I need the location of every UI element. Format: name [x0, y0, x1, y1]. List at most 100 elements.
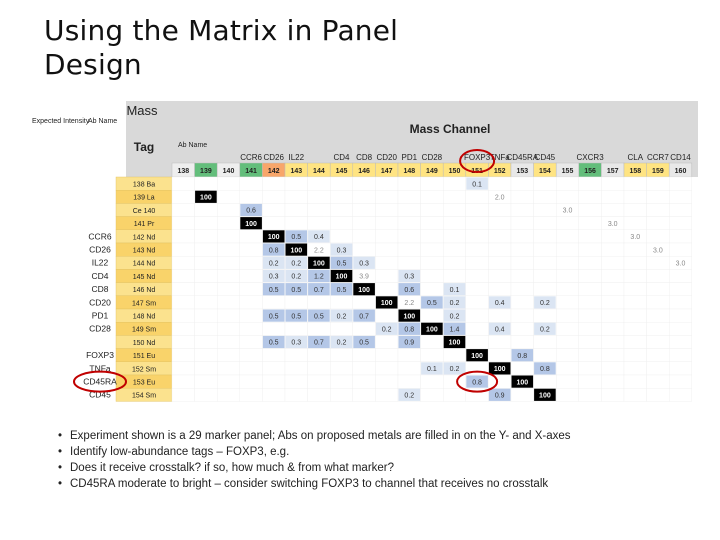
grid-cell	[465, 308, 489, 323]
grid-cell	[330, 388, 354, 402]
grid-cell	[578, 189, 602, 204]
grid-cell	[510, 321, 534, 336]
matrix-value-label: 0.3	[291, 340, 301, 347]
grid-cell	[578, 176, 602, 191]
matrix-value-cell	[534, 362, 556, 375]
grid-cell	[556, 229, 580, 244]
grid-cell	[420, 255, 444, 270]
grid-cell	[420, 203, 444, 217]
tag-label-cell: 151 Eu	[133, 353, 155, 360]
grid-cell	[284, 216, 308, 230]
grid-cell	[623, 216, 647, 230]
row-antibody-label: IL22	[92, 258, 109, 268]
grid-cell	[171, 216, 195, 230]
matrix-value-cell	[398, 309, 421, 322]
grid-cell	[646, 348, 670, 363]
row-antibody-label: CD26	[89, 245, 111, 255]
slide-title: Using the Matrix in Panel Design	[44, 14, 398, 82]
grid-cell	[397, 348, 421, 363]
row-antibody-label: CD28	[89, 324, 111, 334]
grid-cell	[375, 388, 399, 402]
matrix-value-cell	[488, 296, 511, 309]
grid-cell	[307, 203, 331, 217]
grid-cell	[239, 348, 263, 363]
row-antibody-label: FOXP3	[86, 350, 114, 360]
grid-cell	[510, 388, 534, 402]
matrix-value-cell	[398, 283, 421, 296]
grid-cell	[420, 269, 444, 283]
matrix-value-label: 0.5	[427, 300, 437, 307]
grid-cell	[352, 216, 376, 230]
matrix-value-cell	[262, 230, 285, 243]
grid-cell	[578, 203, 602, 217]
expected-intensity-label: Expected Intensity	[32, 118, 90, 125]
grid-cell	[239, 335, 263, 349]
row-antibody-label: TNFa	[89, 363, 111, 373]
grid-cell	[239, 295, 263, 310]
grid-cell	[375, 203, 399, 217]
grid-cell	[194, 348, 218, 363]
tag-label-cell: 152 Sm	[132, 366, 156, 373]
matrix-value-label: 100	[449, 340, 461, 347]
matrix-value-label: 0.4	[314, 234, 324, 241]
matrix-value-label: 0.8	[517, 353, 527, 360]
grid-cell	[171, 242, 195, 257]
grid-cell	[556, 335, 580, 349]
matrix-value-cell	[330, 256, 353, 269]
matrix-value-cell	[375, 322, 398, 335]
grid-cell	[420, 308, 444, 323]
grid-cell	[578, 361, 602, 376]
grid-cell	[510, 282, 534, 297]
grid-cell	[646, 176, 670, 191]
grid-cell	[262, 176, 286, 191]
grid-cell	[330, 203, 354, 217]
matrix-value-cell	[262, 309, 285, 322]
row-antibody-label: CD4	[91, 271, 108, 281]
grid-cell	[443, 374, 467, 389]
matrix-value-cell	[511, 349, 534, 362]
tag-label-cell: 144 Nd	[133, 261, 156, 268]
grid-cell	[375, 374, 399, 389]
col-antibody-label: CD4	[333, 153, 350, 162]
grid-cell	[646, 189, 670, 204]
grid-cell	[488, 335, 512, 349]
grid-cell	[239, 361, 263, 376]
grid-cell	[510, 189, 534, 204]
grid-cell	[623, 189, 647, 204]
grid-cell	[646, 295, 670, 310]
matrix-value-cell	[262, 243, 285, 256]
grid-cell	[578, 269, 602, 283]
mass-header-label: 145	[336, 168, 348, 175]
grid-cell	[646, 203, 670, 217]
grid-cell	[510, 295, 534, 310]
grid-cell	[239, 374, 263, 389]
grid-cell	[623, 176, 647, 191]
grid-cell	[194, 388, 218, 402]
grid-cell	[623, 374, 647, 389]
mass-header-label: 159	[652, 168, 664, 175]
matrix-value-label: 0.5	[359, 340, 369, 347]
grid-cell	[578, 335, 602, 349]
matrix-value-label: 100	[426, 327, 438, 334]
grid-cell	[510, 229, 534, 244]
grid-cell	[375, 282, 399, 297]
grid-cell	[239, 176, 263, 191]
matrix-value-label: 1.2	[314, 274, 324, 281]
grid-cell	[420, 242, 444, 257]
grid-cell	[578, 348, 602, 363]
grid-cell	[623, 269, 647, 283]
mass-header-label: 158	[629, 168, 641, 175]
grid-cell	[262, 216, 286, 230]
row-antibody-label: CD20	[89, 297, 111, 307]
grid-cell	[171, 295, 195, 310]
matrix-value-cell	[511, 375, 534, 388]
grid-cell	[330, 216, 354, 230]
grid-cell	[669, 282, 693, 297]
col-antibody-label: CD45	[535, 153, 556, 162]
row-antibody-label: CCR6	[88, 231, 111, 241]
matrix-value-label: 0.4	[495, 300, 505, 307]
grid-cell	[420, 189, 444, 204]
matrix-value-cell	[398, 322, 421, 335]
grid-cell	[646, 255, 670, 270]
